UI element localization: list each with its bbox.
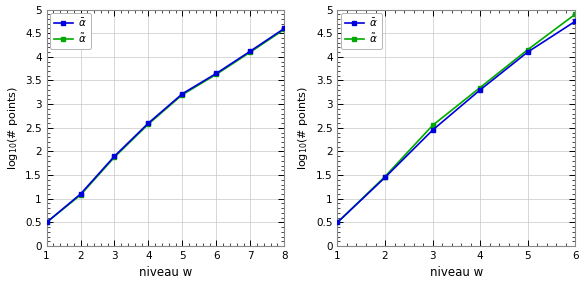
$\tilde{\alpha}$ [477,86,484,89]
$\tilde{\alpha}$ [145,122,152,126]
$\bar{\alpha}$ [381,176,388,179]
$\tilde{\alpha}$ [247,50,254,54]
$\tilde{\alpha}$ [43,221,50,224]
$\bar{\alpha}$ [43,221,50,224]
$\tilde{\alpha}$ [111,155,118,159]
$\bar{\alpha}$ [145,121,152,125]
$\bar{\alpha}$ [281,27,288,30]
$\tilde{\alpha}$ [77,193,84,197]
Legend: $\bar{\alpha}$, $\tilde{\alpha}$: $\bar{\alpha}$, $\tilde{\alpha}$ [340,13,381,49]
$\tilde{\alpha}$ [213,73,220,76]
$\tilde{\alpha}$ [429,124,436,127]
$\bar{\alpha}$ [247,50,254,53]
Line: $\bar{\alpha}$: $\bar{\alpha}$ [44,27,286,224]
$\bar{\alpha}$ [111,154,118,158]
$\tilde{\alpha}$ [572,13,579,16]
Line: $\tilde{\alpha}$: $\tilde{\alpha}$ [44,27,286,224]
$\tilde{\alpha}$ [179,93,186,96]
$\bar{\alpha}$ [477,88,484,92]
$\tilde{\alpha}$ [524,48,531,52]
Line: $\tilde{\alpha}$: $\tilde{\alpha}$ [336,12,577,224]
$\tilde{\alpha}$ [334,221,341,224]
$\bar{\alpha}$ [429,129,436,132]
X-axis label: niveau w: niveau w [430,266,483,280]
Y-axis label: log$_{10}$(# points): log$_{10}$(# points) [6,86,19,170]
X-axis label: niveau w: niveau w [139,266,192,280]
$\bar{\alpha}$ [572,20,579,23]
$\tilde{\alpha}$ [281,28,288,31]
$\bar{\alpha}$ [77,192,84,196]
Y-axis label: log$_{10}$(# points): log$_{10}$(# points) [297,86,311,170]
$\bar{\alpha}$ [334,221,341,224]
$\tilde{\alpha}$ [381,175,388,178]
Line: $\bar{\alpha}$: $\bar{\alpha}$ [336,19,577,224]
Legend: $\bar{\alpha}$, $\tilde{\alpha}$: $\bar{\alpha}$, $\tilde{\alpha}$ [50,13,91,49]
$\bar{\alpha}$ [179,92,186,95]
$\bar{\alpha}$ [213,72,220,75]
$\bar{\alpha}$ [524,50,531,54]
